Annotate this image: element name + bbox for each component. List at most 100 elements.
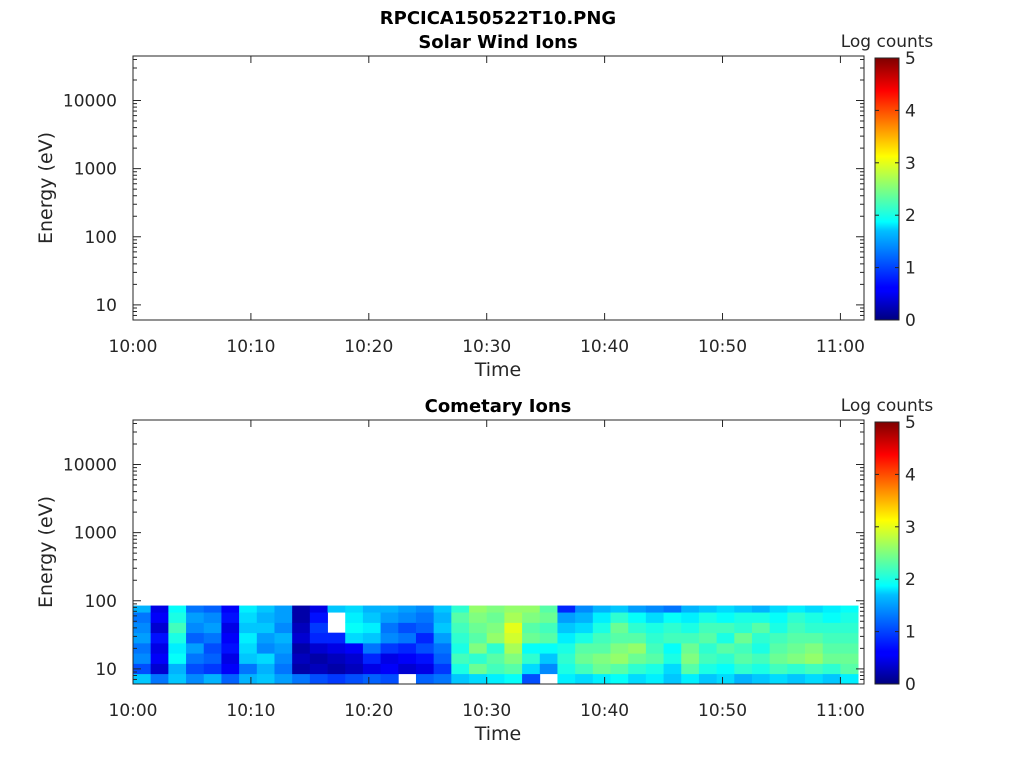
heatmap-cell [539,642,558,654]
heatmap-cell [327,663,346,675]
heatmap-cell [256,642,275,654]
heatmap-cell [274,653,293,664]
heatmap-cell [186,653,205,664]
heatmap-cell [645,612,664,623]
heatmap-cell [274,612,293,623]
heatmap-cell [415,663,435,675]
heatmap-cell [805,653,824,664]
heatmap-cell [787,612,806,623]
y-tick-label: 1000 [74,524,117,544]
heatmap-cell [645,622,664,634]
heatmap-cell [840,605,859,613]
heatmap-cell [256,622,275,634]
heatmap-cell [362,632,381,644]
heatmap-cell [292,653,311,664]
heatmap-cell [787,642,806,654]
heatmap-cell [610,653,629,664]
heatmap-cell [256,663,275,675]
heatmap-cell [805,632,824,644]
x-tick-label: 10:50 [698,337,747,357]
heatmap-cell [415,653,435,664]
heatmap-cell [186,673,205,685]
heatmap-cell [610,642,629,654]
heatmap-cell [539,632,558,644]
heatmap-cell [504,632,523,644]
heatmap-cell [221,605,240,613]
heatmap-cell [469,673,488,685]
heatmap-cell [698,653,718,664]
heatmap-cell [734,642,753,654]
heatmap-cell [504,642,523,654]
heatmap-cell [734,663,753,675]
heatmap-cell [504,605,523,613]
heatmap-cell [486,653,505,664]
heatmap-cell [292,605,311,613]
heatmap-cell [805,642,824,654]
heatmap-cell [309,663,328,675]
heatmap-cell [415,612,435,623]
heatmap-cell [769,663,788,675]
heatmap-cell [787,605,806,613]
heatmap-cell [469,632,488,644]
heatmap-cell [451,663,470,675]
heatmap-cell [150,632,169,644]
cometary-colorbar-ticks: 0 1 2 3 4 5 [875,413,916,695]
solar-wind-ylabel: Energy (eV) [35,132,57,244]
heatmap-cell [822,612,841,623]
heatmap-cell [539,622,558,634]
heatmap-cell [751,632,771,644]
heatmap-cell [592,673,611,685]
solar-wind-colorbar [874,57,900,321]
heatmap-cell [274,605,293,613]
heatmap-cell [415,622,435,634]
heatmap-cell [469,653,488,664]
x-tick-label: 11:00 [816,701,865,721]
heatmap-cell [133,653,152,664]
heatmap-cell [415,642,435,654]
heatmap-cell [840,612,859,623]
heatmap-cell [362,663,381,675]
heatmap-cell [309,642,328,654]
heatmap-cell [239,605,258,613]
heatmap-cell [380,642,399,654]
heatmap-cell [769,632,788,644]
heatmap-cell [575,632,594,644]
heatmap-cell [451,653,470,664]
heatmap-cell [628,632,647,644]
heatmap-cell [557,663,576,675]
x-tick-label: 10:20 [344,701,393,721]
heatmap-cell [186,632,205,644]
heatmap-cell [486,642,505,654]
colorbar-tick-label: 2 [905,206,916,226]
heatmap-cell [663,622,682,634]
heatmap-cell [681,673,700,685]
y-tick-label: 1000 [74,160,117,180]
heatmap-cell [203,632,222,644]
heatmap-cell [327,642,346,654]
heatmap-cell [345,642,364,654]
heatmap-cell [274,673,293,685]
heatmap-cell [751,673,771,685]
heatmap-cell [592,653,611,664]
cometary-colorbar-label: Log counts [841,396,934,416]
heatmap-cell [840,622,859,634]
y-tick-label: 10000 [63,92,117,112]
heatmap-cell [486,612,505,623]
heatmap-cell [327,653,346,664]
heatmap-cell [557,653,576,664]
heatmap-cell [840,653,859,664]
heatmap-cell [681,612,700,623]
heatmap-cell [221,622,240,634]
figure-title: RPCICA150522T10.PNG [380,8,616,29]
heatmap-cell [150,612,169,623]
heatmap-cell [433,632,452,644]
heatmap-cell [168,632,187,644]
heatmap-cell [822,673,841,685]
heatmap-cell [751,642,771,654]
heatmap-cell [575,663,594,675]
heatmap-cell [592,622,611,634]
heatmap-cell [575,642,594,654]
heatmap-cell [522,673,541,685]
heatmap-cell [734,622,753,634]
heatmap-cell [734,612,753,623]
